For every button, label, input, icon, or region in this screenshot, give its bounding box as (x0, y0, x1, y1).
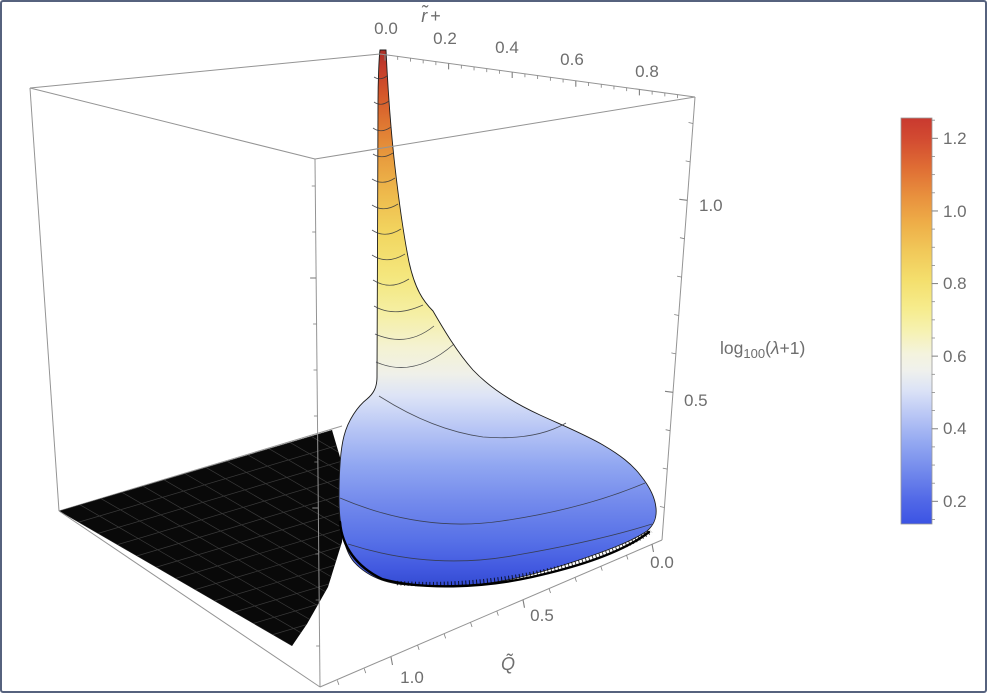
surface (338, 49, 657, 588)
colorbar-labels: 1.2 1.0 0.8 0.6 0.4 0.2 (943, 129, 967, 511)
front-edge-ticks (310, 185, 320, 647)
colorbar: 1.2 1.0 0.8 0.6 0.4 0.2 (900, 117, 967, 525)
colorbar-tick-label: 1.0 (943, 202, 967, 221)
x-tick-label: 0.4 (495, 38, 519, 57)
box-top-front-right-edge (314, 96, 696, 160)
contour-lines (339, 75, 653, 562)
colorbar-ticks (931, 119, 938, 520)
y-tick-label: 0.0 (650, 553, 674, 572)
box-top-front-left-edge (29, 87, 316, 160)
box-front-vertical-edge (314, 158, 321, 688)
y-axis-line (319, 539, 663, 688)
box-left-vertical-edge (29, 87, 60, 512)
y-axis-ticks (336, 543, 655, 685)
x-axis-title: r̃ + (421, 5, 441, 26)
z-axis-ticks (659, 122, 694, 508)
y-axis-title: Q̃ (501, 653, 515, 674)
excluded-region (59, 430, 344, 646)
colorbar-tick-label: 0.4 (943, 419, 967, 438)
y-tick-label: 1.0 (400, 668, 424, 687)
x-tick-label: 0.2 (433, 29, 457, 48)
colorbar-gradient (900, 117, 933, 525)
z-tick-label: 1.0 (699, 196, 723, 215)
box-edges (29, 53, 696, 688)
surface-body (338, 49, 657, 587)
x-tick-label: 0.8 (635, 62, 659, 81)
z-axis-title: log100(λ+1) (720, 338, 805, 361)
x-axis-ticks (384, 54, 678, 99)
x-tick-label: 0.6 (560, 50, 584, 69)
x-axis-line (379, 53, 696, 98)
excluded-region-mesh (59, 430, 344, 646)
colorbar-tick-label: 0.8 (943, 274, 967, 293)
colorbar-tick-label: 0.2 (943, 492, 967, 511)
colorbar-tick-label: 1.2 (943, 129, 967, 148)
box-bottom-left-edge (58, 510, 321, 688)
box-floor-back-edge (58, 425, 343, 512)
x-axis-labels: r̃ + 0.0 0.2 0.4 0.6 0.8 (374, 5, 659, 81)
y-tick-label: 0.5 (530, 606, 554, 625)
box-top-back-left-edge (29, 53, 381, 89)
colorbar-tick-label: 0.6 (943, 347, 967, 366)
z-axis-line (661, 96, 696, 541)
z-axis-labels: 1.0 0.5 log100(λ+1) (684, 196, 805, 410)
x-tick-label: 0.0 (374, 19, 398, 38)
z-tick-label: 0.5 (684, 391, 708, 410)
y-axis-labels: Q̃ 1.0 0.5 0.0 (400, 553, 674, 687)
